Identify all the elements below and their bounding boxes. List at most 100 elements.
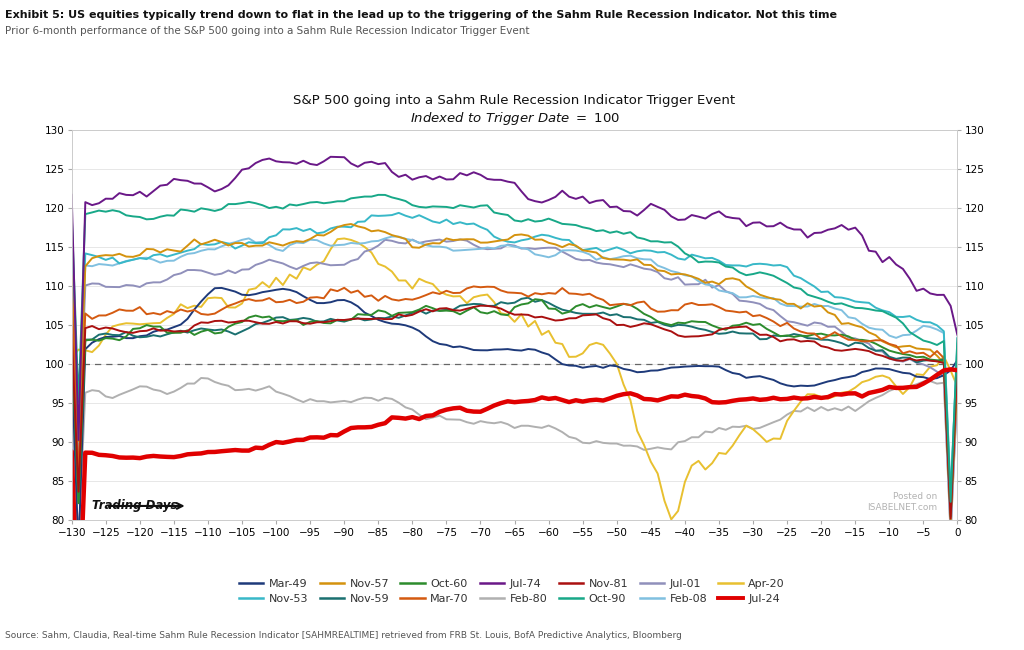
Mar-70 xyxy=(468,283,480,291)
Nov-53 xyxy=(392,209,404,216)
Jul-01 xyxy=(454,235,466,243)
Apr-20 xyxy=(666,515,678,523)
Line: Jul-24: Jul-24 xyxy=(72,369,957,627)
Nov-81 xyxy=(413,307,425,315)
Nov-81 xyxy=(392,311,404,318)
Mar-70 xyxy=(746,312,759,320)
Mar-70 xyxy=(345,289,357,296)
Feb-08 xyxy=(746,292,759,300)
Jul-01 xyxy=(951,387,964,395)
Nov-81 xyxy=(474,302,486,309)
Oct-60 xyxy=(944,513,956,521)
Feb-80 xyxy=(427,413,439,421)
Text: Source: Sahm, Claudia, Real-time Sahm Rule Recession Indicator [SAHMREALTIME] re: Source: Sahm, Claudia, Real-time Sahm Ru… xyxy=(5,631,682,640)
Nov-59 xyxy=(944,510,956,517)
Nov-57 xyxy=(66,271,78,279)
Nov-57 xyxy=(351,222,364,230)
Nov-59 xyxy=(515,295,527,303)
Apr-20 xyxy=(420,278,432,286)
Oct-90 xyxy=(372,191,384,199)
Feb-08 xyxy=(147,256,160,264)
Nov-53 xyxy=(951,339,964,347)
Nov-81 xyxy=(746,327,759,335)
Apr-20 xyxy=(351,239,364,246)
Feb-08 xyxy=(522,246,535,254)
Oct-90 xyxy=(399,197,412,205)
Oct-60 xyxy=(413,306,425,313)
Jul-01 xyxy=(413,239,425,247)
Jul-24 xyxy=(420,412,432,420)
Nov-53 xyxy=(522,235,535,243)
Mar-70 xyxy=(147,309,160,317)
Feb-80 xyxy=(951,377,964,385)
Jul-24 xyxy=(746,395,759,402)
Line: Apr-20: Apr-20 xyxy=(72,239,957,519)
Mar-49 xyxy=(66,359,78,367)
Nov-57 xyxy=(345,220,357,228)
Nov-59 xyxy=(392,314,404,322)
Feb-80 xyxy=(195,374,207,382)
Nov-59 xyxy=(746,330,759,337)
Nov-81 xyxy=(944,515,956,523)
Jul-74 xyxy=(754,218,766,226)
Jul-74 xyxy=(407,176,419,183)
Oct-90 xyxy=(345,194,357,202)
Line: Jul-74: Jul-74 xyxy=(72,157,957,440)
Title: S&P 500 going into a Sahm Rule Recession Indicator Trigger Event
$\mathit{Indexe: S&P 500 going into a Sahm Rule Recession… xyxy=(294,94,735,127)
Nov-53 xyxy=(147,252,160,259)
Mar-49 xyxy=(215,284,227,292)
Oct-90 xyxy=(522,215,535,223)
Nov-81 xyxy=(522,311,535,318)
Oct-90 xyxy=(66,209,78,217)
Feb-80 xyxy=(66,401,78,409)
Jul-01 xyxy=(392,239,404,247)
Oct-90 xyxy=(951,334,964,342)
Jul-74 xyxy=(73,436,85,444)
Line: Mar-49: Mar-49 xyxy=(72,288,957,551)
Mar-70 xyxy=(392,296,404,304)
Line: Nov-53: Nov-53 xyxy=(72,213,957,495)
Nov-59 xyxy=(522,294,535,302)
Nov-59 xyxy=(345,316,357,324)
Jul-24 xyxy=(154,452,166,460)
Mar-49 xyxy=(528,346,541,354)
Text: Exhibit 5: US equities typically trend down to flat in the lead up to the trigge: Exhibit 5: US equities typically trend d… xyxy=(5,10,838,20)
Line: Nov-81: Nov-81 xyxy=(72,306,957,519)
Nov-57 xyxy=(420,240,432,248)
Feb-80 xyxy=(154,387,166,395)
Nov-53 xyxy=(420,214,432,222)
Mar-70 xyxy=(522,292,535,300)
Nov-57 xyxy=(399,235,412,243)
Jul-24 xyxy=(351,423,364,431)
Nov-59 xyxy=(66,340,78,348)
Nov-81 xyxy=(951,353,964,361)
Feb-08 xyxy=(345,239,357,247)
Line: Mar-70: Mar-70 xyxy=(72,287,957,515)
Feb-80 xyxy=(407,406,419,413)
Nov-59 xyxy=(413,306,425,314)
Nov-57 xyxy=(147,246,160,254)
Nov-81 xyxy=(66,330,78,338)
Jul-74 xyxy=(66,190,78,198)
Nov-81 xyxy=(147,324,160,332)
Jul-74 xyxy=(154,182,166,190)
Nov-57 xyxy=(944,515,956,523)
Text: Trading Days: Trading Days xyxy=(92,499,177,512)
Jul-24 xyxy=(73,623,85,630)
Nov-53 xyxy=(944,491,956,499)
Oct-60 xyxy=(951,357,964,365)
Mar-70 xyxy=(413,294,425,302)
Mar-49 xyxy=(154,326,166,334)
Apr-20 xyxy=(338,235,350,242)
Oct-60 xyxy=(147,323,160,331)
Line: Oct-90: Oct-90 xyxy=(72,195,957,502)
Jul-24 xyxy=(522,397,535,405)
Jul-74 xyxy=(528,197,541,205)
Text: Posted on
ISABELNET.com: Posted on ISABELNET.com xyxy=(867,492,937,512)
Feb-08 xyxy=(420,241,432,249)
Line: Feb-08: Feb-08 xyxy=(72,237,957,499)
Mar-49 xyxy=(73,547,85,555)
Legend: Mar-49, Nov-53, Nov-57, Nov-59, Oct-60, Mar-70, Jul-74, Feb-80, Nov-81, Oct-90, : Mar-49, Nov-53, Nov-57, Nov-59, Oct-60, … xyxy=(234,574,790,608)
Jul-01 xyxy=(345,257,357,265)
Nov-59 xyxy=(951,350,964,358)
